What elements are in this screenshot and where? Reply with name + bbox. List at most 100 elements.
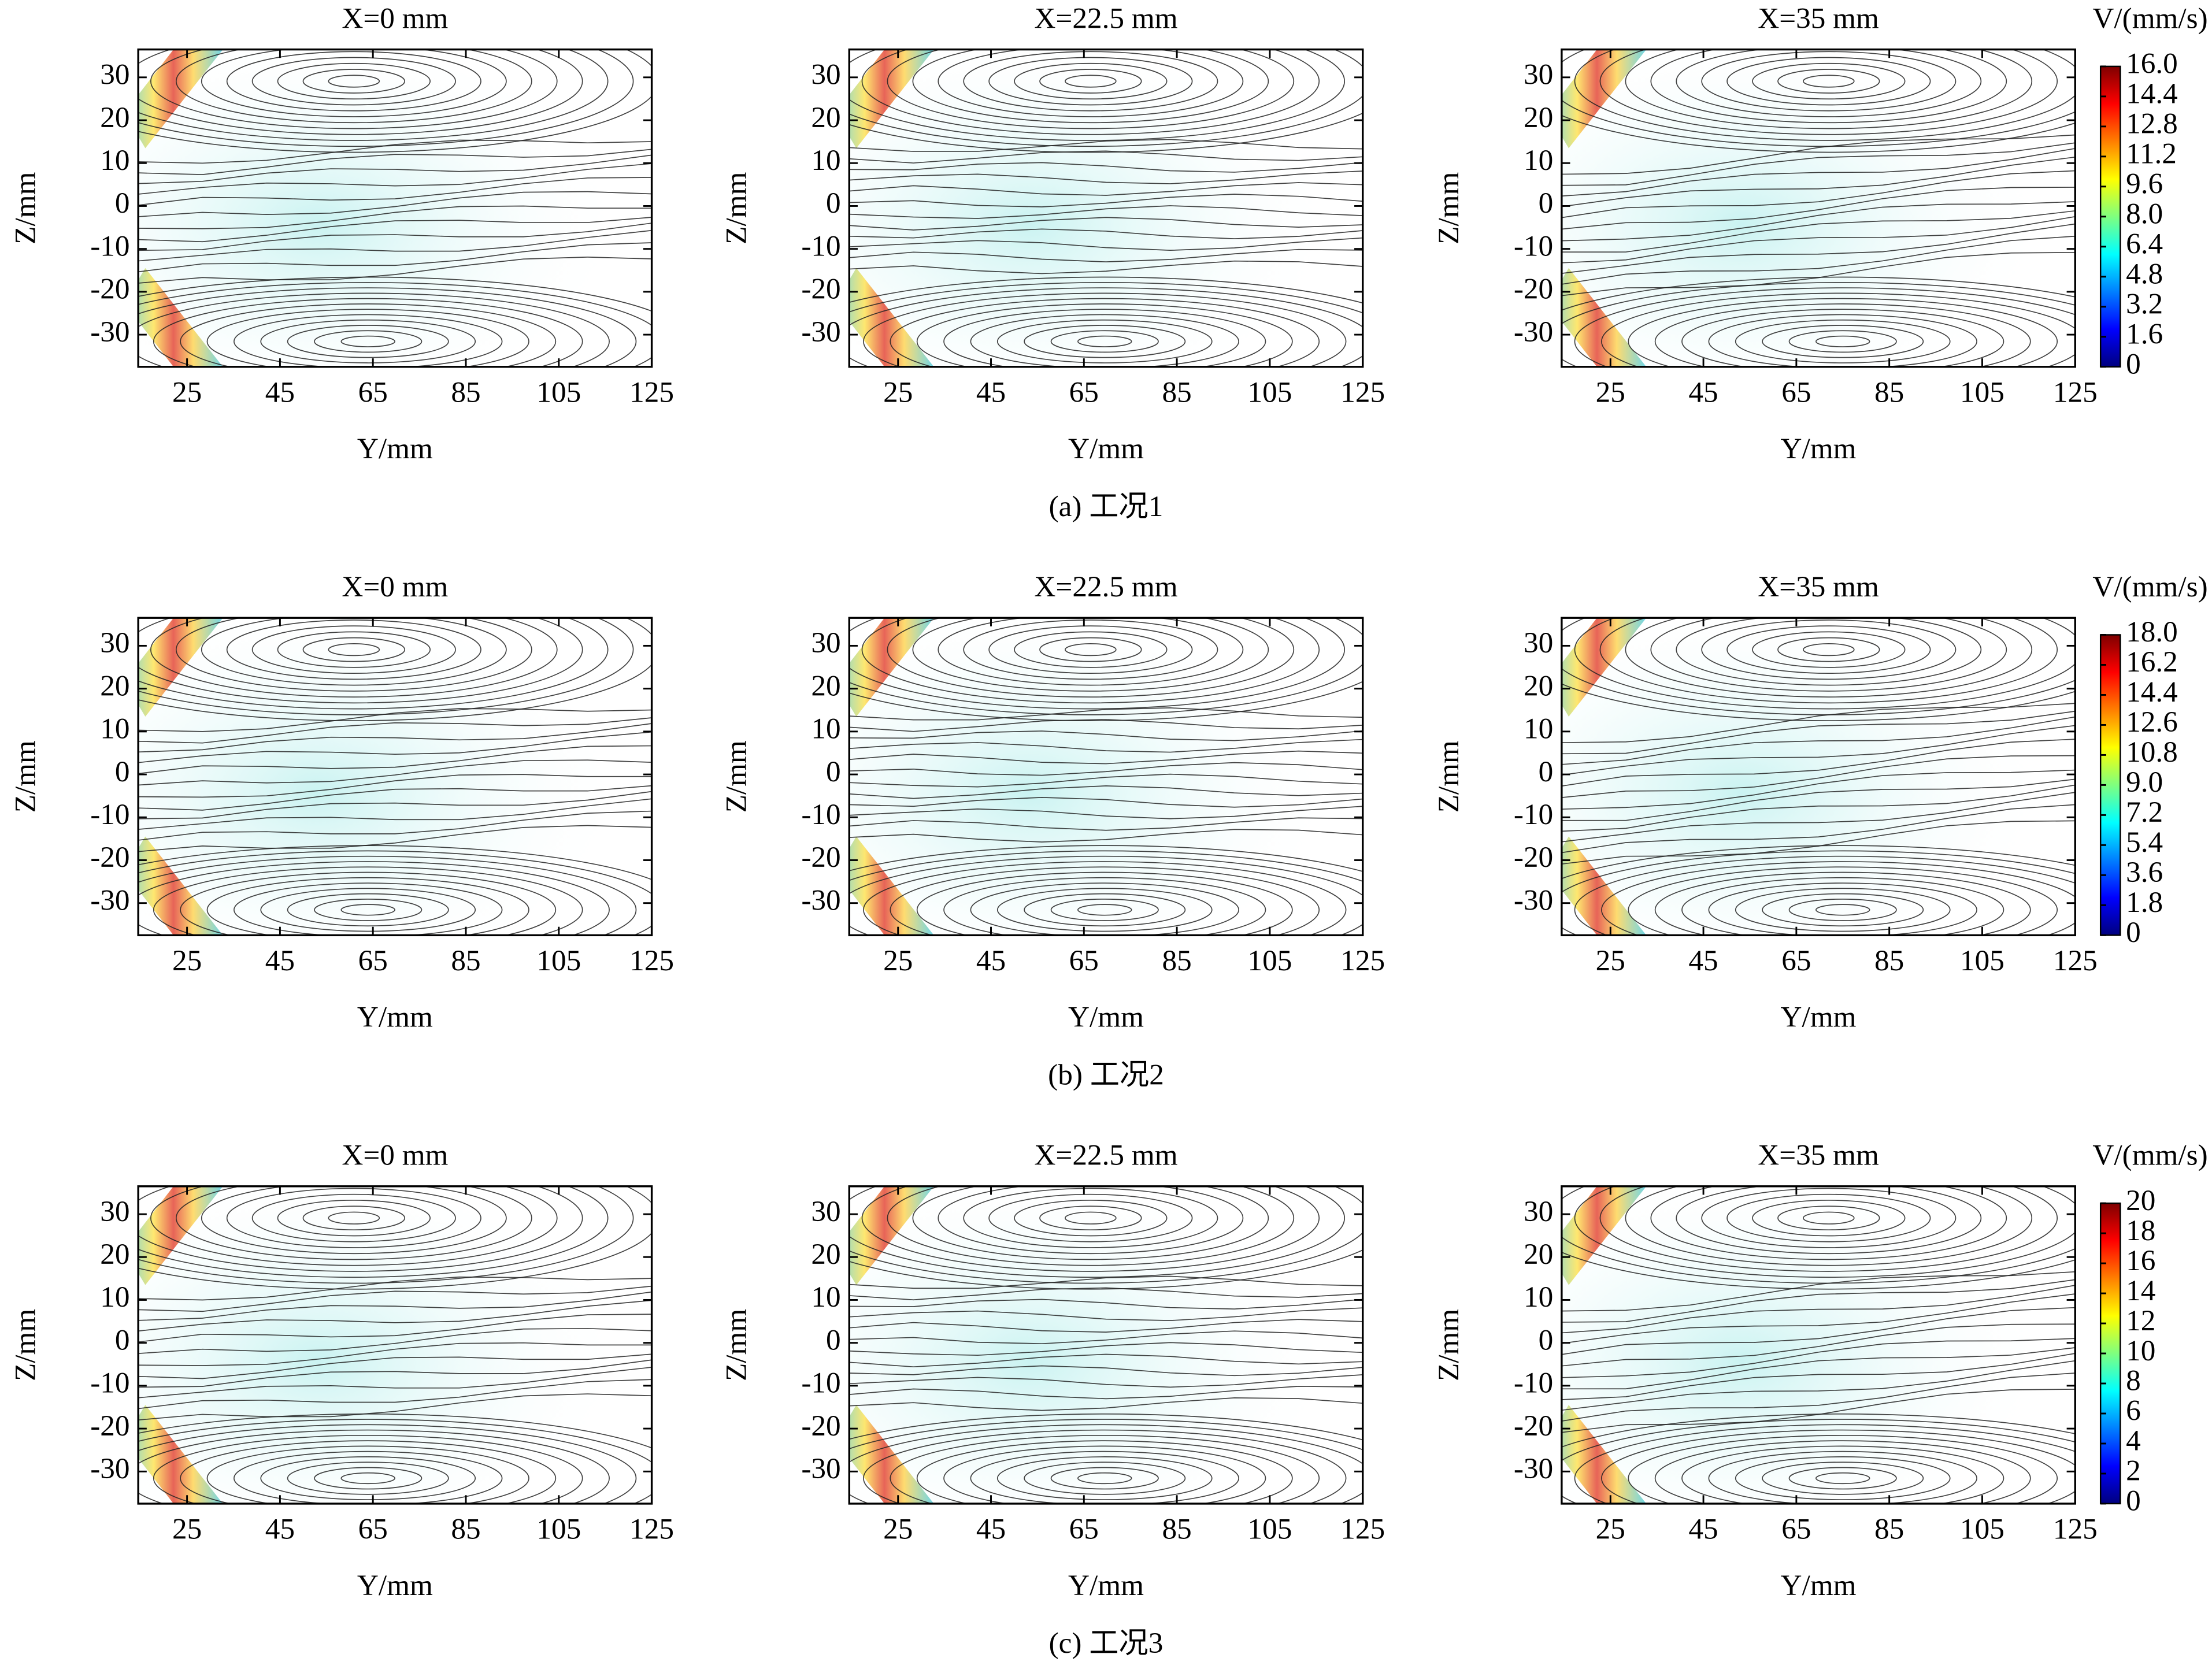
y-tick-label: -20: [1514, 841, 1553, 874]
streamline: [1676, 1186, 1982, 1255]
streamline: [260, 1456, 476, 1500]
panel-title: X=0 mm: [342, 1139, 448, 1172]
streamline: [180, 871, 557, 936]
streamline: [1815, 335, 1870, 347]
streamline: [138, 49, 652, 153]
x-tick-label: 25: [883, 1513, 913, 1546]
plot-frame: [137, 1185, 653, 1505]
streamline: [138, 717, 652, 744]
streamline: [1561, 769, 2076, 810]
y-tick-label: 10: [811, 144, 840, 177]
streamline: [943, 309, 1266, 367]
velocity-wash: [1561, 618, 2076, 936]
streamline: [1561, 148, 2076, 197]
x-tick-label: 85: [1162, 944, 1191, 977]
streamline: [340, 335, 395, 347]
streamline: [1788, 330, 1897, 353]
streamline: [1561, 1279, 2076, 1323]
streamline: [1625, 49, 2033, 129]
streamline: [138, 785, 652, 811]
streamline: [138, 139, 652, 164]
streamline: [1574, 1186, 2076, 1278]
streamline: [138, 855, 637, 936]
streamline: [138, 723, 652, 753]
y-tick-label: 20: [811, 669, 840, 702]
x-tick-label: 45: [976, 376, 1006, 409]
streamline: [916, 871, 1293, 936]
plot-frame: [848, 1185, 1364, 1505]
y-tick-label: -10: [801, 798, 840, 831]
streamline: [176, 618, 532, 692]
colorbar-tick-label: 16.0: [2126, 47, 2178, 80]
streamline: [138, 1429, 610, 1504]
panel-title: X=22.5 mm: [1034, 1139, 1177, 1172]
caption: (a) 工况1: [1049, 490, 1164, 523]
plot-frame: [1561, 48, 2076, 368]
streamline: [1777, 637, 1880, 662]
y-tick-label: -10: [1514, 798, 1553, 831]
streamline: [234, 882, 503, 936]
streamline: [1601, 292, 2076, 367]
streamline: [938, 49, 1244, 117]
streamline: [138, 791, 652, 819]
colorbar-tick-label: 10: [2126, 1334, 2155, 1367]
colorbar-tick-label: 12.8: [2126, 107, 2178, 140]
panel-title: X=35 mm: [1758, 2, 1879, 35]
streamline: [1815, 1472, 1870, 1485]
streamline: [887, 1186, 1295, 1266]
plot-area: [1561, 618, 2076, 936]
colorbar-tick-label: 11.2: [2126, 138, 2177, 170]
streamline: [1708, 314, 1977, 367]
streamline: [849, 1186, 1363, 1284]
x-axis-label: Y/mm: [1781, 1001, 1857, 1034]
streamline: [963, 1188, 1218, 1248]
streamline: [849, 217, 1363, 231]
streamline: [138, 154, 652, 184]
streamline: [849, 1365, 1363, 1377]
streamline: [1561, 755, 2076, 798]
streamline: [1077, 335, 1132, 347]
jet-band: [849, 618, 934, 717]
streamline: [277, 1200, 431, 1237]
y-tick-label: 20: [100, 669, 129, 702]
colorbar-tick-label: 18.0: [2126, 615, 2178, 648]
streamline: [1561, 235, 2076, 285]
streamline: [996, 1456, 1213, 1500]
y-tick-label: -30: [801, 316, 840, 348]
x-tick-label: 125: [2053, 376, 2098, 409]
streamline: [234, 314, 503, 367]
y-tick-label: -10: [90, 229, 129, 262]
streamline: [849, 1424, 1363, 1504]
streamline: [138, 1359, 652, 1388]
streamline: [988, 1193, 1193, 1242]
streamline: [996, 319, 1213, 363]
colorbar-tick-label: 5.4: [2126, 826, 2163, 859]
streamline: [1014, 1200, 1168, 1237]
streamline: [153, 1434, 583, 1504]
jet-band: [138, 618, 223, 717]
streamline: [1735, 1456, 1951, 1500]
streamline: [1681, 877, 2004, 936]
streamline: [1561, 1251, 2076, 1290]
streamline: [1561, 850, 2076, 936]
jet-band: [138, 1186, 223, 1285]
streamline: [226, 620, 481, 680]
x-tick-label: 85: [1162, 1513, 1191, 1546]
streamline: [1628, 866, 2058, 936]
streamline: [260, 319, 476, 363]
streamline: [1574, 855, 2076, 936]
streamline: [1561, 778, 2076, 821]
streamline: [1735, 888, 1951, 932]
y-tick-label: -30: [801, 884, 840, 917]
colorbar-tick-label: 1.8: [2126, 886, 2163, 919]
streamline: [1777, 1205, 1880, 1231]
streamline: [328, 643, 380, 656]
streamline: [138, 1342, 652, 1366]
streamline: [849, 205, 1363, 219]
y-tick-label: -30: [1514, 884, 1553, 917]
streamline: [1561, 134, 2076, 175]
streamline: [138, 229, 652, 262]
x-tick-label: 105: [1960, 1513, 2004, 1546]
streamline: [201, 618, 507, 686]
streamline: [1050, 1467, 1159, 1490]
